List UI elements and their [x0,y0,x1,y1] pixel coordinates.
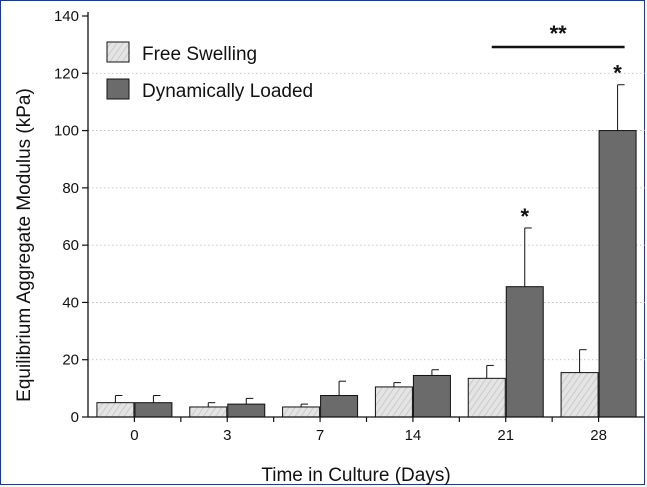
y-tick-label: 100 [54,123,79,140]
bar-dynamically-loaded-day-0 [134,402,173,418]
x-axis-label: Time in Culture (Days) [261,465,450,486]
bar-dynamically-loaded-day-7 [320,395,359,418]
legend-swatch-dynamically-loaded [106,78,130,100]
legend-label-dynamically-loaded: Dynamically Loaded [142,81,313,102]
gridlines [88,72,645,361]
y-tick-label: 140 [54,8,79,25]
bar-free-swelling-day-3 [189,406,228,418]
bar-free-swelling-day-7 [282,406,321,418]
y-tick-label: 40 [62,294,79,311]
significance-annotations: **** [491,21,625,229]
y-tick-label: 80 [62,180,79,197]
y-ticks: 0 20 40 60 80 100 120 140 [54,8,88,426]
bar-dynamically-loaded-day-3 [227,403,266,418]
x-tick-label: 3 [223,427,231,444]
y-tick-label: 120 [54,65,79,82]
legend-label-free-swelling: Free Swelling [142,44,257,65]
bar-free-swelling-day-21 [467,377,506,418]
bar-dynamically-loaded-day-21 [505,286,544,418]
bar-free-swelling-day-14 [374,386,413,418]
bar-free-swelling-day-0 [96,402,135,418]
significance-star: * [520,204,529,229]
x-tick-label: 0 [130,427,138,444]
bars-group [96,130,637,418]
x-tick-label: 14 [405,427,422,444]
y-axis-label: Equilibrium Aggregate Modulus (kPa) [14,88,35,402]
y-tick-label: 20 [62,352,79,369]
x-tick-label: 7 [316,427,324,444]
x-tick-label: 28 [590,427,607,444]
legend: Free Swelling Dynamically Loaded [106,41,313,102]
y-tick-label: 60 [62,237,79,254]
x-tick-label: 21 [497,427,514,444]
x-ticks: 0 3 7 14 21 28 [130,417,607,444]
bar-free-swelling-day-28 [560,372,599,418]
bar-dynamically-loaded-day-14 [412,374,451,418]
significance-star: * [613,61,622,86]
y-tick-label: 0 [71,409,79,426]
significance-label: ** [550,21,568,46]
legend-swatch-free-swelling [106,41,130,63]
error-bars-group [114,84,625,407]
bar-dynamically-loaded-day-28 [598,130,637,418]
